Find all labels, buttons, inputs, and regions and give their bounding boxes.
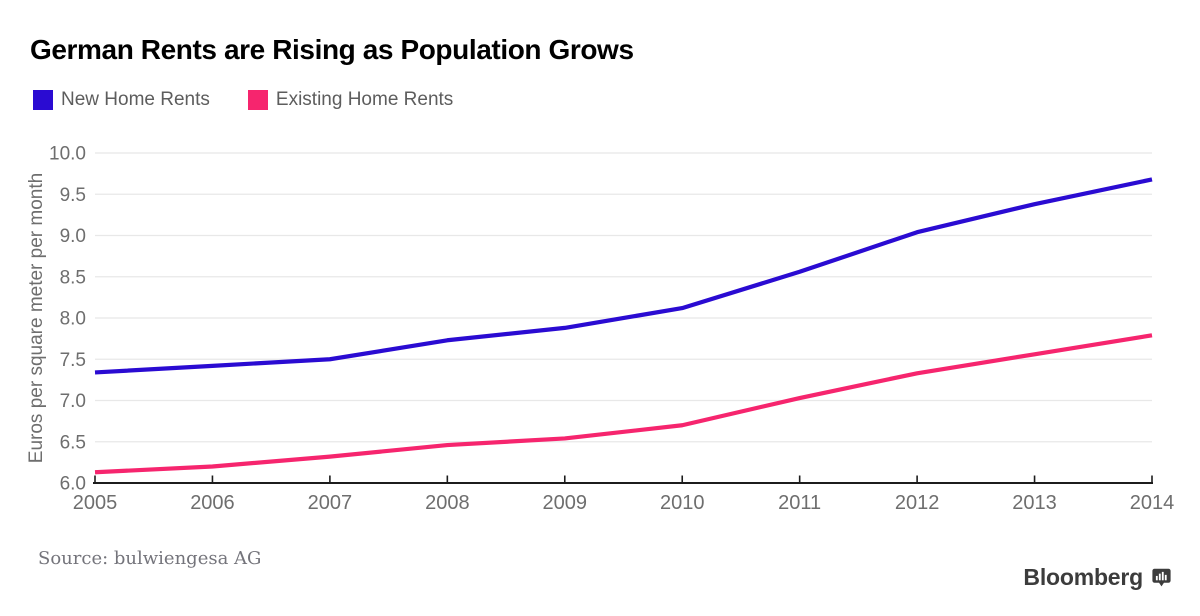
x-tick-label: 2007 [308, 492, 353, 514]
legend-item-new-home-rents: New Home Rents [33, 89, 210, 111]
legend: New Home Rents Existing Home Rents [33, 89, 491, 111]
x-tick-label: 2011 [778, 492, 821, 514]
x-tick-label: 2012 [895, 492, 940, 514]
x-tick-label: 2006 [190, 492, 235, 514]
legend-label: Existing Home Rents [275, 89, 454, 110]
x-tick-label: 2008 [425, 492, 470, 514]
legend-item-existing-home-rents: Existing Home Rents [247, 89, 454, 111]
legend-label: New Home Rents [61, 89, 210, 110]
x-tick-label: 2005 [73, 492, 118, 514]
y-tick-label: 7.0 [60, 391, 86, 412]
y-tick-label: 8.5 [60, 267, 86, 288]
series-line-new-home-rents [94, 177, 1153, 375]
x-tick-label: 2014 [1130, 492, 1175, 514]
y-axis-title: Euros per square meter per month [26, 172, 47, 464]
x-tick-label: 2013 [1012, 492, 1057, 514]
bloomberg-chart-bubble-icon [1152, 568, 1171, 587]
source-credit: Source: bulwiengesa AG [38, 548, 262, 569]
y-tick-label: 7.5 [60, 350, 86, 371]
legend-swatch-existing-home-rents [247, 90, 268, 110]
bloomberg-wordmark: Bloomberg [1023, 564, 1143, 590]
series-line-existing-home-rents [94, 333, 1153, 475]
legend-swatch-new-home-rents [33, 90, 53, 110]
y-tick-label: 6.0 [60, 474, 86, 495]
chart-title: German Rents are Rising as Population Gr… [30, 34, 634, 65]
y-tick-label: 9.5 [60, 185, 86, 206]
y-tick-label: 9.0 [60, 226, 86, 247]
x-tick-label: 2009 [543, 492, 588, 514]
x-tick-label: 2010 [660, 492, 705, 514]
bloomberg-logo: Bloomberg [1023, 564, 1172, 591]
y-tick-label: 8.0 [60, 309, 86, 330]
y-tick-label: 6.5 [60, 432, 86, 453]
y-tick-label: 10.0 [49, 144, 86, 165]
